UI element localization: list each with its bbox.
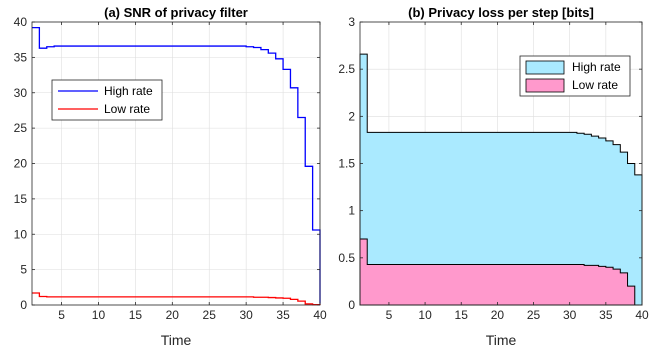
legend-box [51, 79, 163, 121]
series-high-rate-line [32, 27, 321, 304]
chart-title: (a) SNR of privacy filter [104, 5, 248, 20]
x-axis-label: Time [486, 332, 517, 348]
x-tick-label: 15 [455, 308, 469, 322]
x-tick-label: 25 [203, 308, 217, 322]
series-layer [359, 53, 643, 306]
x-tick-label: 20 [166, 308, 180, 322]
y-tick-label: 3 [348, 15, 355, 29]
x-tick-label: 15 [129, 308, 143, 322]
chart-title: (b) Privacy loss per step [bits] [408, 5, 594, 20]
legend-low-rate-label: Low rate [572, 78, 618, 92]
x-tick-label: 5 [58, 308, 65, 322]
series-low-rate-line [32, 292, 321, 306]
series-layer [32, 27, 321, 306]
y-tick-label: 0.5 [338, 251, 355, 265]
legend-low-rate-label: Low rate [104, 102, 150, 116]
x-tick-label: 40 [635, 308, 649, 322]
series-high-rate-area [359, 53, 643, 306]
y-tick-label: 15 [14, 192, 28, 206]
x-tick-label: 30 [239, 308, 253, 322]
x-tick-label: 10 [418, 308, 432, 322]
series-low-rate-area [359, 238, 642, 306]
x-tick-label: 10 [92, 308, 106, 322]
x-tick-label: 5 [386, 308, 393, 322]
y-tick-label: 10 [14, 227, 28, 241]
y-tick-label: 30 [14, 86, 28, 100]
y-tick-label: 0 [20, 298, 27, 312]
y-tick-label: 25 [14, 121, 28, 135]
plot-area [359, 21, 643, 306]
y-tick-label: 1.5 [338, 157, 355, 171]
y-tick-label: 2.5 [338, 62, 355, 76]
chart-panel-snr: (a) SNR of privacy filter Time 5 10 15 20 25… [14, 5, 327, 348]
y-tick-label: 40 [14, 15, 28, 29]
y-tick-label: 35 [14, 50, 28, 64]
x-tick-label: 30 [563, 308, 577, 322]
chart-panel-privacy-loss: (b) Privacy loss per step [bits] Time 5 1… [338, 5, 649, 348]
y-tick-label: 1 [348, 204, 355, 218]
x-axis-label: Time [161, 332, 192, 348]
legend: High rate Low rate [519, 55, 631, 97]
x-tick-label: 40 [313, 308, 327, 322]
tick-labels: 5 10 15 20 25 30 35 40 0 5 10 15 20 25 30 35 40 [14, 15, 327, 322]
legend: High rate Low rate [51, 79, 163, 121]
y-tick-label: 0 [348, 298, 355, 312]
x-tick-label: 20 [491, 308, 505, 322]
legend-high-rate-label: High rate [104, 84, 153, 98]
x-tick-label: 35 [276, 308, 290, 322]
y-tick-label: 20 [14, 157, 28, 171]
legend-low-rate-swatch [525, 78, 565, 93]
plot-area [32, 21, 321, 306]
y-tick-label: 2 [348, 109, 355, 123]
tick-labels: 5 10 15 20 25 30 35 40 0 0.5 1 1.5 2 2.5 3 [338, 15, 649, 322]
y-tick-label: 5 [20, 263, 27, 277]
x-tick-label: 35 [599, 308, 613, 322]
legend-high-rate-label: High rate [572, 60, 621, 74]
legend-high-rate-swatch [525, 60, 565, 75]
x-tick-label: 25 [527, 308, 541, 322]
